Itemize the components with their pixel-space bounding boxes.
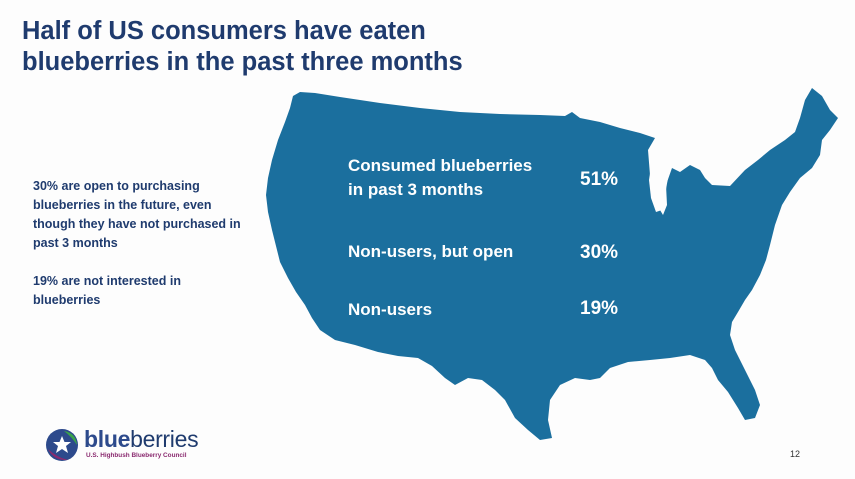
stat-value-open: 30% xyxy=(580,242,619,263)
side-notes: 30% are open to purchasing blueberries i… xyxy=(33,177,243,329)
side-note-open: 30% are open to purchasing blueberries i… xyxy=(33,179,241,250)
stat-value-non-users: 19% xyxy=(580,298,619,319)
stat-label-non-users: Non-users xyxy=(348,300,433,319)
side-note-not-interested: 19% are not interested in blueberries xyxy=(33,274,181,307)
stat-label-consumed: Consumed blueberries in past 3 months xyxy=(348,154,568,202)
blueberries-logo: blueberries U.S. Highbush Blueberry Coun… xyxy=(44,425,224,465)
title-line-2: blueberries in the past three months xyxy=(22,48,463,76)
logo-word-blue: blue xyxy=(84,426,131,452)
us-map-body xyxy=(266,88,838,440)
page-number: 12 xyxy=(790,449,801,459)
stat-value-consumed: 51% xyxy=(580,169,619,190)
stat-label-consumed-line2: in past 3 months xyxy=(348,180,484,199)
stat-label-consumed-line1: Consumed blueberries xyxy=(348,156,533,175)
blueberry-logo-icon xyxy=(46,429,78,461)
lake-michigan-shape xyxy=(649,155,668,212)
title-line-1: Half of US consumers have eaten xyxy=(22,17,426,45)
slide-title: Half of US consumers have eaten blueberr… xyxy=(22,16,542,78)
logo-tagline: U.S. Highbush Blueberry Council xyxy=(86,452,187,459)
logo-word-berries: berries xyxy=(130,426,199,452)
stat-label-open: Non-users, but open xyxy=(348,242,514,261)
logo-wordmark: blueberries xyxy=(84,425,199,453)
